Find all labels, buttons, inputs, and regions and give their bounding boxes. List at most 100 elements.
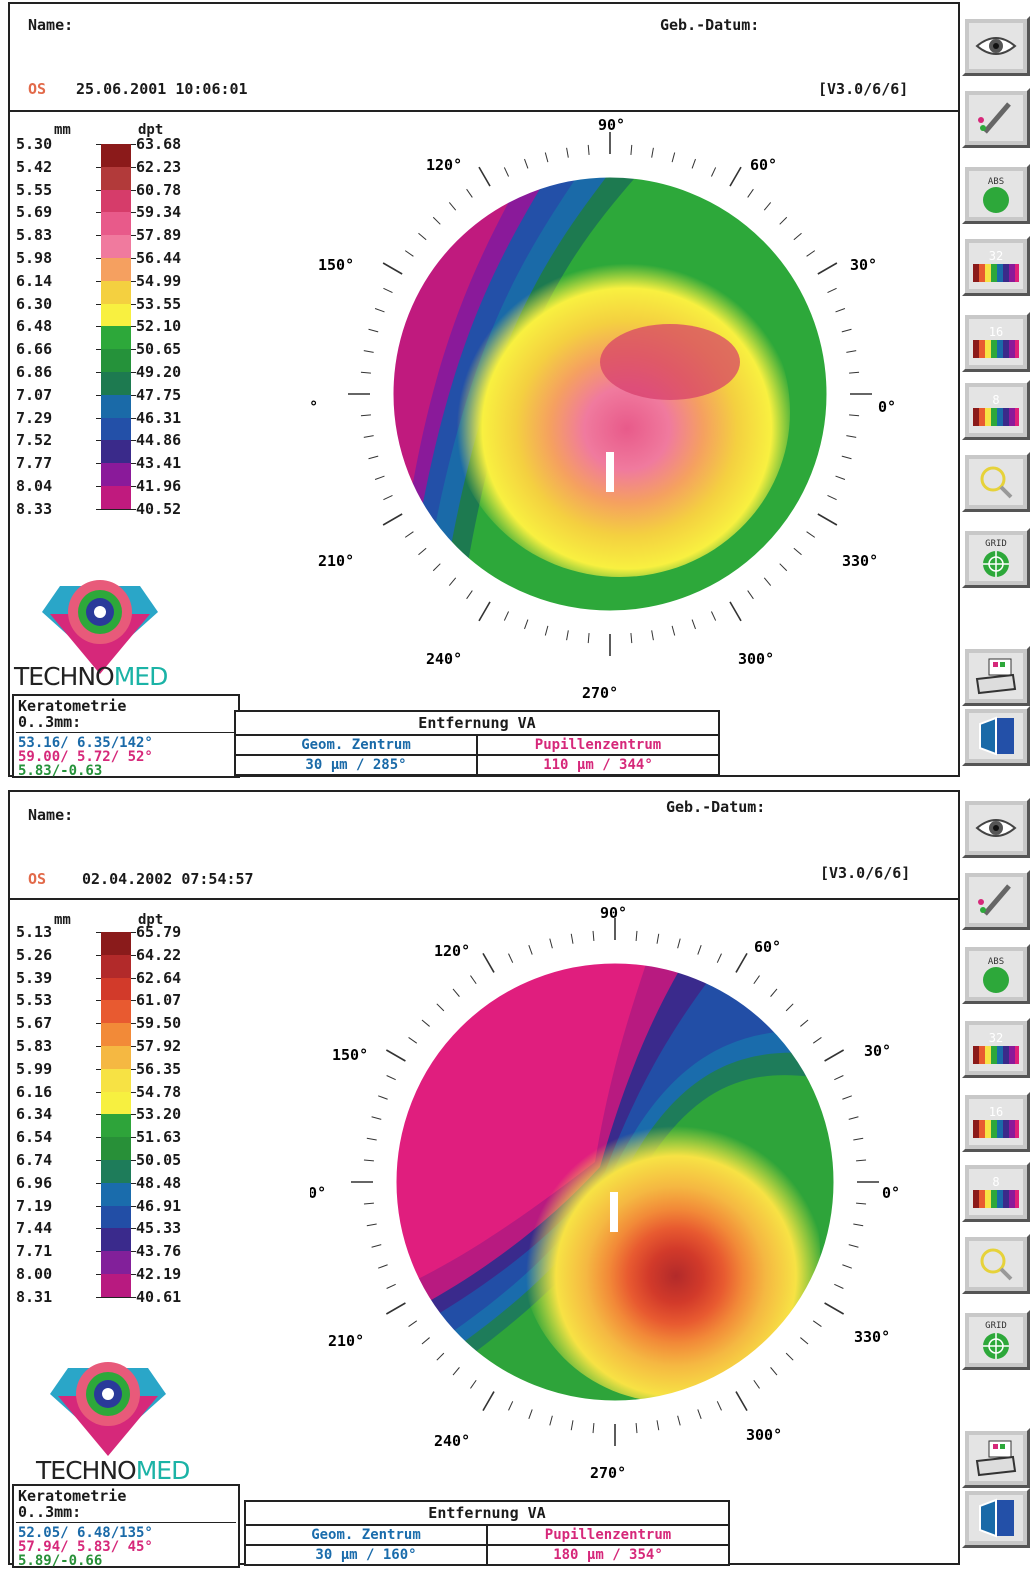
scale-color-swatch xyxy=(101,977,131,1001)
angle-150-label: 150° xyxy=(332,1046,368,1064)
degree-tick xyxy=(671,152,676,163)
degree-tick xyxy=(466,590,473,600)
degree-tick xyxy=(671,625,676,636)
degree-tick xyxy=(470,975,477,985)
distance-box: Entfernung VA Geom. Zentrum Pupillenzent… xyxy=(234,710,720,776)
degree-tick xyxy=(404,250,414,257)
exit-icon xyxy=(969,1495,1023,1541)
degree-tick xyxy=(735,952,748,973)
degree-tick xyxy=(710,167,717,177)
toolbar-button-eye[interactable] xyxy=(962,16,1030,76)
scale-color-swatch xyxy=(101,1137,131,1160)
panel-header: Name: Geb.-Datum: OS 02.04.2002 07:54:57… xyxy=(10,792,958,900)
degree-tick xyxy=(418,547,427,556)
scale-colors-icon: 16 xyxy=(969,1099,1023,1145)
panel-header: Name: Geb.-Datum: OS 25.06.2001 10:06:01… xyxy=(10,4,958,112)
scale-dpt-value: 49.20 xyxy=(136,363,182,381)
degree-tick xyxy=(432,216,441,225)
scale-mm-value: 5.67 xyxy=(16,1014,53,1033)
degree-tick xyxy=(841,328,852,333)
scale-dpt-value: 60.78 xyxy=(136,180,182,199)
corneal-topography-map[interactable]: 90° 120° 60° 150° 30° 180° 0° 210° 330° … xyxy=(310,892,910,1482)
scale-mm-value: 6.34 xyxy=(16,1105,53,1124)
scale-color-swatch xyxy=(101,1000,131,1024)
degree-tick xyxy=(691,158,696,169)
eye-indicator: OS xyxy=(28,80,47,98)
degree-tick xyxy=(817,513,838,526)
toolbar-button-label: 8 xyxy=(992,1175,999,1189)
degree-tick xyxy=(466,188,473,198)
exit-icon xyxy=(969,713,1023,759)
degree-tick xyxy=(806,250,816,257)
scale-dpt-value: 57.89 xyxy=(136,226,182,245)
degree-tick xyxy=(656,933,660,944)
mm-unit-label: mm xyxy=(54,912,71,928)
toolbar-button-scale-colors[interactable]: 32 xyxy=(962,236,1030,296)
toolbar-button-zoom[interactable] xyxy=(962,1234,1030,1294)
scale-color-swatch xyxy=(101,1068,131,1092)
toolbar-button-exit[interactable] xyxy=(962,1488,1030,1548)
degree-tick xyxy=(735,1391,748,1412)
toolbar-button-scale-colors[interactable]: 8 xyxy=(962,380,1030,440)
scale-dpt-value: 43.76 xyxy=(136,1242,182,1261)
toolbar-button-print[interactable] xyxy=(962,646,1030,706)
scale-color-swatch xyxy=(101,932,131,955)
degree-tick xyxy=(729,601,742,622)
toolbar-button-grid[interactable]: GRID xyxy=(962,1310,1030,1370)
angle-90-label: 90° xyxy=(598,116,625,134)
scale-color-swatch xyxy=(101,212,131,236)
scale-color-swatch xyxy=(101,1228,131,1252)
grid-icon: GRID xyxy=(969,535,1023,581)
toolbar-button-grid[interactable]: GRID xyxy=(962,528,1030,588)
degree-tick xyxy=(371,1116,382,1120)
scale-dpt-value: 42.19 xyxy=(136,1265,182,1283)
scale-dpt-value: 46.31 xyxy=(136,408,182,427)
scale-color-swatch xyxy=(101,486,131,509)
toolbar-button-abs[interactable]: ABS xyxy=(962,944,1030,1004)
toolbar-button-zoom[interactable] xyxy=(962,452,1030,512)
degree-tick xyxy=(549,1415,553,1426)
toolbar-button-scale-colors[interactable]: 16 xyxy=(962,1092,1030,1152)
degree-tick xyxy=(651,630,654,641)
angle-60-label: 60° xyxy=(750,156,777,174)
scale-color-swatch xyxy=(101,189,131,213)
scale-mm-value: 5.83 xyxy=(16,226,53,245)
scale-dpt-value: 53.20 xyxy=(136,1105,182,1124)
degree-tick xyxy=(785,1352,794,1361)
keratometry-k1: 52.05/ 6.48/135° xyxy=(18,1525,153,1541)
pen-icon xyxy=(969,95,1023,141)
scale-dpt-value: 62.23 xyxy=(136,157,182,176)
corneal-topography-map[interactable]: 90° 120° 60° 150° 30° 180° 0° 210° 330° … xyxy=(310,112,910,702)
keratometry-k2: 59.00/ 5.72/ 52° xyxy=(18,749,153,765)
toolbar-button-scale-colors[interactable]: 16 xyxy=(962,312,1030,372)
scale-mm-value: 7.77 xyxy=(16,454,53,473)
scale-mm-value: 5.53 xyxy=(16,991,53,1010)
degree-tick xyxy=(834,1283,844,1289)
degree-ring xyxy=(348,132,872,656)
scale-colors-icon: 8 xyxy=(969,387,1023,433)
eye-icon xyxy=(969,23,1023,69)
degree-tick xyxy=(360,371,371,374)
toolbar-button-eye[interactable] xyxy=(962,798,1030,858)
toolbar-button-print[interactable] xyxy=(962,1428,1030,1488)
toolbar-button-scale-colors[interactable]: 8 xyxy=(962,1162,1030,1222)
scale-color-swatch xyxy=(101,394,131,418)
toolbar-button-scale-colors[interactable]: 32 xyxy=(962,1018,1030,1078)
scale-dpt-value: 51.63 xyxy=(136,1128,182,1147)
toolbar-button-exit[interactable] xyxy=(962,706,1030,766)
toolbar-button-abs[interactable]: ABS xyxy=(962,164,1030,224)
scale-color-swatch xyxy=(101,1160,131,1183)
degree-tick xyxy=(651,147,654,158)
toolbar-button-pen[interactable] xyxy=(962,88,1030,148)
scale-color-swatch xyxy=(101,166,131,190)
angle-120-label: 120° xyxy=(426,156,462,174)
degree-tick xyxy=(452,988,460,997)
pupil-center-value: 110 µm / 344° xyxy=(543,757,653,773)
scale-color-swatch xyxy=(101,1274,131,1297)
toolbar-button-label: 16 xyxy=(989,325,1003,339)
toolbar-button-pen[interactable] xyxy=(962,870,1030,930)
degree-tick xyxy=(835,475,846,480)
scale-color-swatch xyxy=(101,144,131,167)
degree-tick xyxy=(360,414,371,417)
degree-tick xyxy=(824,1049,845,1062)
